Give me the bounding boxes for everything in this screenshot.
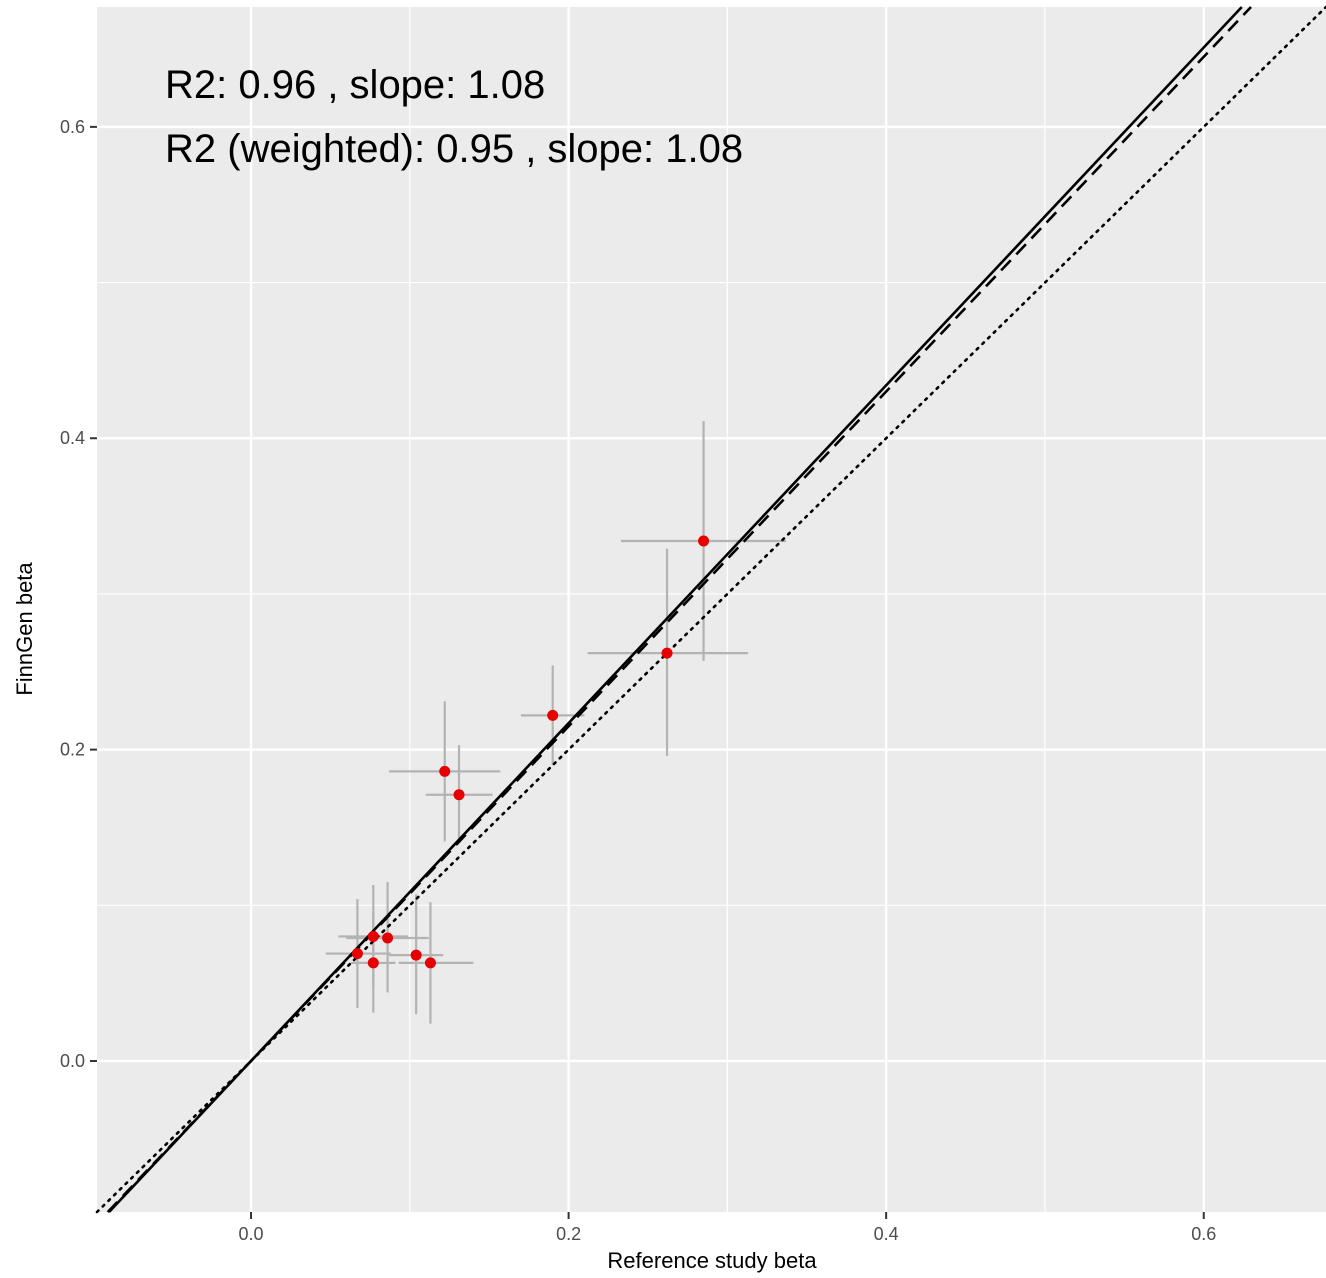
- annotation-weighted: R2 (weighted): 0.95 , slope: 1.08: [165, 127, 743, 171]
- data-point: [698, 535, 709, 546]
- x-axis-tick-label: 0.4: [874, 1224, 899, 1244]
- annotation-unweighted: R2: 0.96 , slope: 1.08: [165, 63, 545, 107]
- x-axis-tick-label: 0.0: [239, 1224, 264, 1244]
- data-point: [368, 957, 379, 968]
- y-axis-tick-label: 0.4: [60, 428, 85, 448]
- y-axis-tick-label: 0.6: [60, 117, 85, 137]
- x-axis-title: Reference study beta: [607, 1248, 817, 1273]
- data-point: [454, 789, 465, 800]
- data-point: [662, 648, 673, 659]
- data-point: [411, 950, 422, 961]
- data-point: [439, 766, 450, 777]
- x-axis-tick-label: 0.6: [1191, 1224, 1216, 1244]
- data-point: [547, 710, 558, 721]
- y-axis-title: FinnGen beta: [12, 562, 37, 696]
- y-axis-tick-label: 0.0: [60, 1051, 85, 1071]
- data-point: [425, 957, 436, 968]
- y-axis-tick-label: 0.2: [60, 740, 85, 760]
- data-point: [368, 931, 379, 942]
- x-axis-tick-label: 0.2: [556, 1224, 581, 1244]
- data-point: [352, 948, 363, 959]
- data-point: [382, 932, 393, 943]
